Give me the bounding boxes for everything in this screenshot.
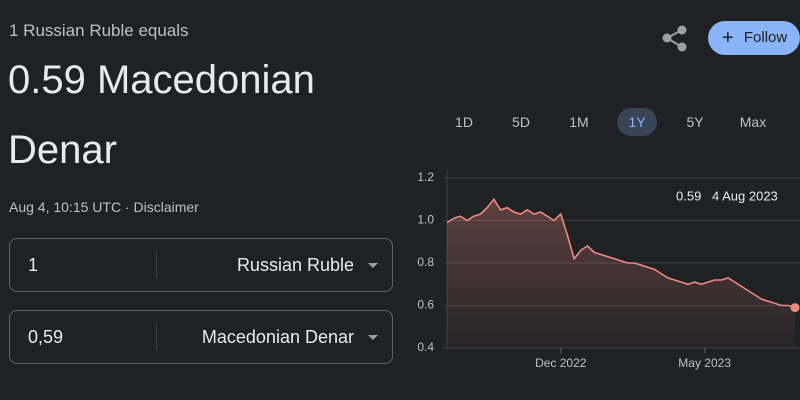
to-amount[interactable]: 0,59 xyxy=(28,327,64,347)
from-amount[interactable]: 1 xyxy=(28,255,39,275)
range-tab[interactable]: 1Y xyxy=(617,108,657,136)
subtitle: 1 Russian Ruble equals xyxy=(9,21,189,40)
to-currency[interactable]: Macedonian Denar xyxy=(201,327,354,347)
follow-label: Follow xyxy=(743,29,788,46)
from-input[interactable]: 1 Russian Ruble xyxy=(9,238,393,292)
range-tab[interactable]: 5D xyxy=(512,114,530,130)
end-point xyxy=(790,303,800,313)
from-currency[interactable]: Russian Ruble xyxy=(236,255,354,275)
range-tab[interactable]: 1M xyxy=(569,114,589,130)
y-tick-label: 0.8 xyxy=(417,255,434,269)
share-icon[interactable] xyxy=(660,24,690,54)
tooltip-bg xyxy=(668,184,800,210)
dropdown-caret[interactable] xyxy=(368,335,378,340)
plus-icon: + xyxy=(722,27,734,49)
y-tick-label: 0.6 xyxy=(417,298,434,312)
range-tab[interactable]: Max xyxy=(739,114,767,130)
y-tick-label: 1.0 xyxy=(417,213,434,227)
separator xyxy=(156,323,157,351)
x-tick-label: Dec 2022 xyxy=(535,356,587,370)
timestamp[interactable]: Aug 4, 10:15 UTC · Disclaimer xyxy=(9,199,199,215)
x-tick-label: May 2023 xyxy=(678,356,731,370)
range-tab[interactable]: 1D xyxy=(455,114,473,130)
rate-title: 0.59 Macedonian xyxy=(8,58,315,102)
y-tick-label: 1.2 xyxy=(417,170,434,184)
separator xyxy=(156,251,157,279)
tooltip-date: 4 Aug 2023 xyxy=(712,188,778,203)
line xyxy=(446,197,796,309)
to-input[interactable]: 0,59 Macedonian Denar xyxy=(9,310,393,364)
area xyxy=(447,199,795,348)
tooltip-value: 0.59 xyxy=(676,188,701,203)
rate-title: Denar xyxy=(8,128,117,172)
follow-button[interactable]: + Follow xyxy=(708,21,800,55)
dropdown-caret[interactable] xyxy=(368,263,378,268)
range-tab[interactable]: 5Y xyxy=(686,114,704,130)
y-tick-label: 0.4 xyxy=(417,340,434,354)
